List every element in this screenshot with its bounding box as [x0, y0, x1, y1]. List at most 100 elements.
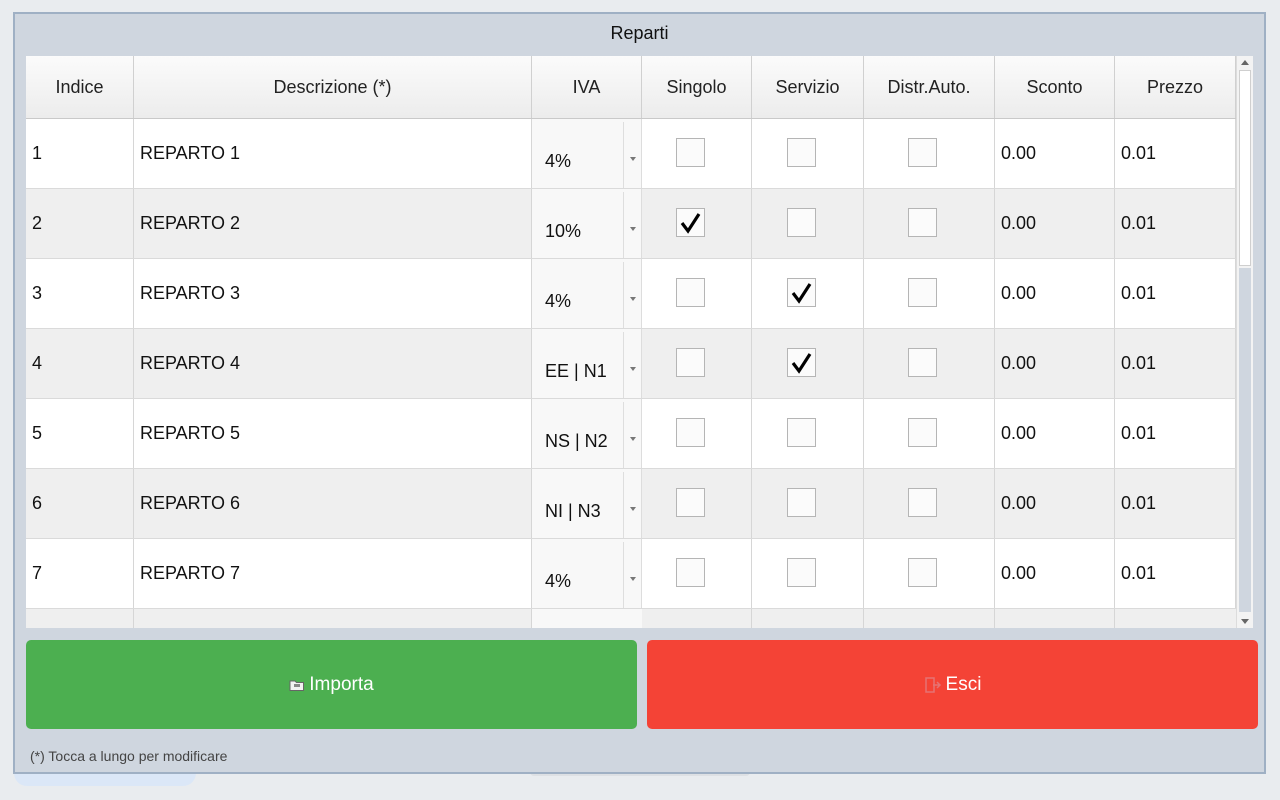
iva-select-divider: [623, 472, 624, 538]
singolo-checkbox[interactable]: [676, 488, 705, 517]
table-row[interactable]: 1 REPARTO 1 4% 0.00 0.01: [26, 119, 1236, 189]
cell-singolo: [642, 259, 752, 328]
cell-distr-auto: [864, 189, 995, 258]
dropdown-arrow-icon[interactable]: [630, 227, 636, 231]
servizio-checkbox[interactable]: [787, 278, 816, 307]
footer-note: (*) Tocca a lungo per modificare: [30, 748, 228, 764]
cell-prezzo[interactable]: 0.01: [1115, 539, 1236, 608]
cell-singolo: [642, 399, 752, 468]
column-header-servizio[interactable]: Servizio: [752, 56, 864, 118]
distr-auto-checkbox[interactable]: [908, 418, 937, 447]
column-header-prezzo[interactable]: Prezzo: [1115, 56, 1236, 118]
cell-prezzo[interactable]: 0.01: [1115, 399, 1236, 468]
cell-prezzo[interactable]: 0.01: [1115, 469, 1236, 538]
singolo-checkbox[interactable]: [676, 418, 705, 447]
cell-sconto[interactable]: 0.00: [995, 189, 1115, 258]
distr-auto-checkbox[interactable]: [908, 138, 937, 167]
column-header-singolo[interactable]: Singolo: [642, 56, 752, 118]
import-button-label: Importa: [309, 673, 374, 695]
exit-button[interactable]: Esci: [647, 640, 1258, 729]
cell-prezzo[interactable]: 0.01: [1115, 329, 1236, 398]
cell-sconto[interactable]: 0.00: [995, 259, 1115, 328]
cell-descrizione[interactable]: REPARTO 3: [134, 259, 532, 328]
cell-indice: 7: [26, 539, 134, 608]
scrollbar-thumb[interactable]: [1239, 70, 1251, 266]
iva-select-divider: [623, 542, 624, 608]
table-row[interactable]: 7 REPARTO 7 4% 0.00 0.01: [26, 539, 1236, 609]
singolo-checkbox[interactable]: [676, 208, 705, 237]
column-header-iva[interactable]: IVA: [532, 56, 642, 118]
cell-descrizione[interactable]: REPARTO 6: [134, 469, 532, 538]
column-header-distr-auto[interactable]: Distr.Auto.: [864, 56, 995, 118]
scrollbar-track[interactable]: [1239, 268, 1251, 612]
iva-selected-value: 4%: [545, 151, 572, 171]
vertical-scrollbar[interactable]: [1236, 56, 1253, 628]
iva-select[interactable]: 10%: [532, 189, 642, 258]
singolo-checkbox[interactable]: [676, 138, 705, 167]
cell-descrizione[interactable]: REPARTO 5: [134, 399, 532, 468]
cell-indice: 5: [26, 399, 134, 468]
cell-descrizione[interactable]: REPARTO 4: [134, 329, 532, 398]
iva-select[interactable]: 4%: [532, 539, 642, 608]
dropdown-arrow-icon[interactable]: [630, 577, 636, 581]
distr-auto-checkbox[interactable]: [908, 488, 937, 517]
cell-distr-auto: [864, 329, 995, 398]
column-header-sconto[interactable]: Sconto: [995, 56, 1115, 118]
cell-servizio: [752, 329, 864, 398]
servizio-checkbox[interactable]: [787, 138, 816, 167]
cell-sconto[interactable]: 0.00: [995, 469, 1115, 538]
cell-descrizione[interactable]: REPARTO 2: [134, 189, 532, 258]
distr-auto-checkbox[interactable]: [908, 208, 937, 237]
dialog-title: Reparti: [610, 23, 669, 43]
cell-distr-auto: [864, 539, 995, 608]
cell-sconto[interactable]: 0.00: [995, 539, 1115, 608]
iva-select[interactable]: NI | N3: [532, 469, 642, 538]
table-row[interactable]: 5 REPARTO 5 NS | N2 0.00 0.01: [26, 399, 1236, 469]
table-row[interactable]: 2 REPARTO 2 10% 0.00 0.01: [26, 189, 1236, 259]
iva-select[interactable]: EE | N1: [532, 329, 642, 398]
table-row[interactable]: 6 REPARTO 6 NI | N3 0.00 0.01: [26, 469, 1236, 539]
servizio-checkbox[interactable]: [787, 558, 816, 587]
table-row-partial[interactable]: [26, 609, 1236, 628]
distr-auto-checkbox[interactable]: [908, 278, 937, 307]
column-divider: [531, 609, 532, 628]
cell-descrizione[interactable]: REPARTO 7: [134, 539, 532, 608]
table-row[interactable]: 4 REPARTO 4 EE | N1 0.00 0.01: [26, 329, 1236, 399]
iva-select[interactable]: 4%: [532, 259, 642, 328]
iva-select[interactable]: 4%: [532, 119, 642, 188]
cell-distr-auto: [864, 469, 995, 538]
singolo-checkbox[interactable]: [676, 348, 705, 377]
iva-select-partial[interactable]: [532, 609, 642, 628]
dropdown-arrow-icon[interactable]: [630, 507, 636, 511]
servizio-checkbox[interactable]: [787, 418, 816, 447]
cell-indice: 3: [26, 259, 134, 328]
cell-servizio: [752, 539, 864, 608]
scroll-down-icon[interactable]: [1241, 619, 1249, 624]
cell-descrizione[interactable]: REPARTO 1: [134, 119, 532, 188]
servizio-checkbox[interactable]: [787, 208, 816, 237]
scroll-up-icon[interactable]: [1241, 60, 1249, 65]
column-header-descrizione[interactable]: Descrizione (*): [134, 56, 532, 118]
cell-indice: 6: [26, 469, 134, 538]
cell-prezzo[interactable]: 0.01: [1115, 119, 1236, 188]
import-button[interactable]: Importa: [26, 640, 637, 729]
servizio-checkbox[interactable]: [787, 488, 816, 517]
dropdown-arrow-icon[interactable]: [630, 297, 636, 301]
dropdown-arrow-icon[interactable]: [630, 157, 636, 161]
servizio-checkbox[interactable]: [787, 348, 816, 377]
cell-prezzo[interactable]: 0.01: [1115, 189, 1236, 258]
singolo-checkbox[interactable]: [676, 558, 705, 587]
distr-auto-checkbox[interactable]: [908, 558, 937, 587]
singolo-checkbox[interactable]: [676, 278, 705, 307]
cell-sconto[interactable]: 0.00: [995, 119, 1115, 188]
cell-sconto[interactable]: 0.00: [995, 399, 1115, 468]
column-header-indice[interactable]: Indice: [26, 56, 134, 118]
dropdown-arrow-icon[interactable]: [630, 367, 636, 371]
cell-indice: 4: [26, 329, 134, 398]
iva-select[interactable]: NS | N2: [532, 399, 642, 468]
dropdown-arrow-icon[interactable]: [630, 437, 636, 441]
cell-sconto[interactable]: 0.00: [995, 329, 1115, 398]
distr-auto-checkbox[interactable]: [908, 348, 937, 377]
cell-prezzo[interactable]: 0.01: [1115, 259, 1236, 328]
table-row[interactable]: 3 REPARTO 3 4% 0.00 0.01: [26, 259, 1236, 329]
